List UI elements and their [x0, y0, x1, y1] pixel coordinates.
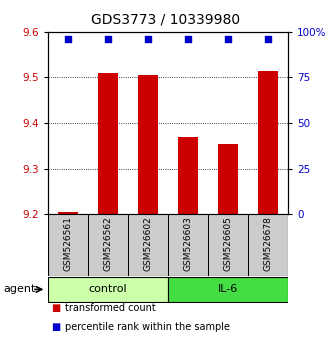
Bar: [178, 137, 198, 214]
Text: percentile rank within the sample: percentile rank within the sample: [65, 322, 229, 332]
Text: IL-6: IL-6: [218, 284, 238, 295]
Bar: [128, 214, 168, 276]
Bar: [98, 73, 118, 214]
Point: [145, 36, 151, 42]
Bar: [218, 143, 238, 214]
Bar: [88, 214, 128, 276]
Text: agent: agent: [3, 284, 36, 295]
Bar: [138, 75, 158, 214]
Text: transformed count: transformed count: [65, 303, 155, 313]
Text: GSM526603: GSM526603: [183, 216, 193, 272]
Text: GSM526561: GSM526561: [64, 216, 72, 272]
Bar: [48, 277, 168, 302]
Text: GSM526605: GSM526605: [223, 216, 232, 272]
Text: GSM526678: GSM526678: [263, 216, 272, 272]
Text: GSM526562: GSM526562: [104, 217, 113, 271]
Text: control: control: [89, 284, 127, 295]
Bar: [258, 70, 278, 214]
Bar: [168, 214, 208, 276]
Bar: [248, 214, 288, 276]
Text: GDS3773 / 10339980: GDS3773 / 10339980: [91, 12, 240, 27]
Point: [105, 36, 111, 42]
Point: [185, 36, 191, 42]
Text: ■: ■: [51, 322, 61, 332]
Bar: [208, 214, 248, 276]
Point: [265, 36, 271, 42]
Bar: [48, 214, 88, 276]
Point: [225, 36, 231, 42]
Point: [65, 36, 71, 42]
Text: GSM526602: GSM526602: [143, 217, 153, 271]
Bar: [168, 277, 288, 302]
Bar: [58, 212, 78, 214]
Text: ■: ■: [51, 303, 61, 313]
